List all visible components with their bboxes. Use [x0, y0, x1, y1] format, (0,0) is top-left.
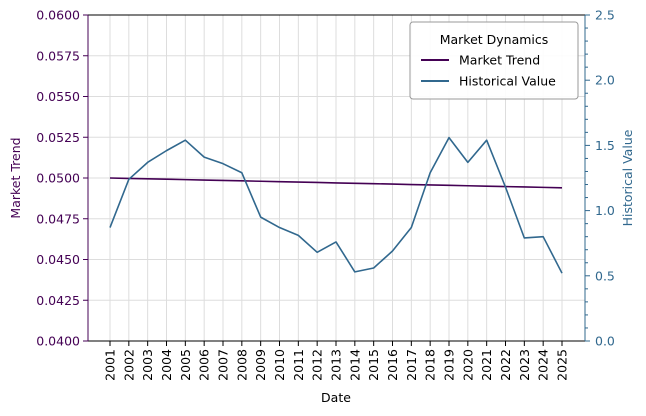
right-tick-label: 1.0	[595, 203, 615, 218]
x-tick-label: 2025	[555, 349, 570, 381]
right-tick-label: 0.0	[595, 334, 615, 349]
right-axis-label: Historical Value	[620, 129, 635, 226]
right-tick-label: 1.5	[595, 138, 615, 153]
left-tick-label: 0.0575	[36, 48, 80, 63]
left-tick-label: 0.0525	[36, 130, 80, 145]
x-tick-label: 2009	[253, 349, 268, 381]
legend-label-historical-value: Historical Value	[459, 74, 556, 89]
x-tick-label: 2003	[140, 349, 155, 381]
x-tick-label: 2004	[159, 349, 174, 381]
x-tick-label: 2020	[460, 349, 475, 381]
left-tick-label: 0.0600	[36, 8, 80, 23]
left-axis: 0.0400 0.0425 0.0450 0.0475 0.0500 0.0525 0.05…	[36, 8, 88, 349]
x-tick-label: 2023	[517, 349, 532, 381]
legend-label-market-trend: Market Trend	[459, 53, 540, 68]
right-axis: 0.0 0.5 1.0 1.5 2.0 2.5	[585, 8, 615, 349]
x-tick-label: 2001	[103, 349, 118, 381]
x-tick-label: 2013	[329, 349, 344, 381]
left-tick-label: 0.0500	[36, 171, 80, 186]
left-tick-label: 0.0475	[36, 211, 80, 226]
x-tick-label: 2017	[404, 349, 419, 381]
x-tick-label: 2016	[385, 349, 400, 381]
x-tick-label: 2012	[310, 349, 325, 381]
right-tick-label: 2.0	[595, 73, 615, 88]
x-tick-label: 2024	[536, 349, 551, 381]
x-tick-label: 2015	[366, 349, 381, 381]
x-tick-label: 2008	[234, 349, 249, 381]
x-axis-label: Date	[321, 390, 351, 405]
legend-title: Market Dynamics	[440, 32, 549, 47]
left-tick-label: 0.0450	[36, 252, 80, 267]
x-tick-label: 2014	[347, 349, 362, 381]
right-tick-label: 0.5	[595, 268, 615, 283]
x-tick-label: 2018	[423, 349, 438, 381]
series-line-historical-value	[109, 136, 563, 274]
left-axis-label: Market Trend	[8, 137, 23, 218]
x-axis: 2001 2002 2003 2004 2005 2006 2007 2008 2009 2010…	[103, 341, 570, 381]
x-tick-label: 2007	[216, 349, 231, 381]
series-line-market-trend	[109, 177, 563, 189]
x-tick-label: 2019	[442, 349, 457, 381]
x-tick-label: 2011	[291, 349, 306, 381]
left-tick-label: 0.0425	[36, 293, 80, 308]
legend: Market Dynamics Market Trend Historical …	[409, 21, 579, 100]
right-tick-label: 2.5	[595, 8, 615, 23]
x-tick-label: 2005	[178, 349, 193, 381]
x-tick-label: 2022	[498, 349, 513, 381]
left-tick-label: 0.0550	[36, 89, 80, 104]
x-tick-label: 2010	[272, 349, 287, 381]
x-tick-label: 2002	[121, 349, 136, 381]
x-tick-label: 2006	[197, 349, 212, 381]
x-tick-label: 2021	[479, 349, 494, 381]
series-layer	[109, 136, 563, 274]
left-tick-label: 0.0400	[36, 334, 80, 349]
legend-box	[409, 21, 579, 100]
